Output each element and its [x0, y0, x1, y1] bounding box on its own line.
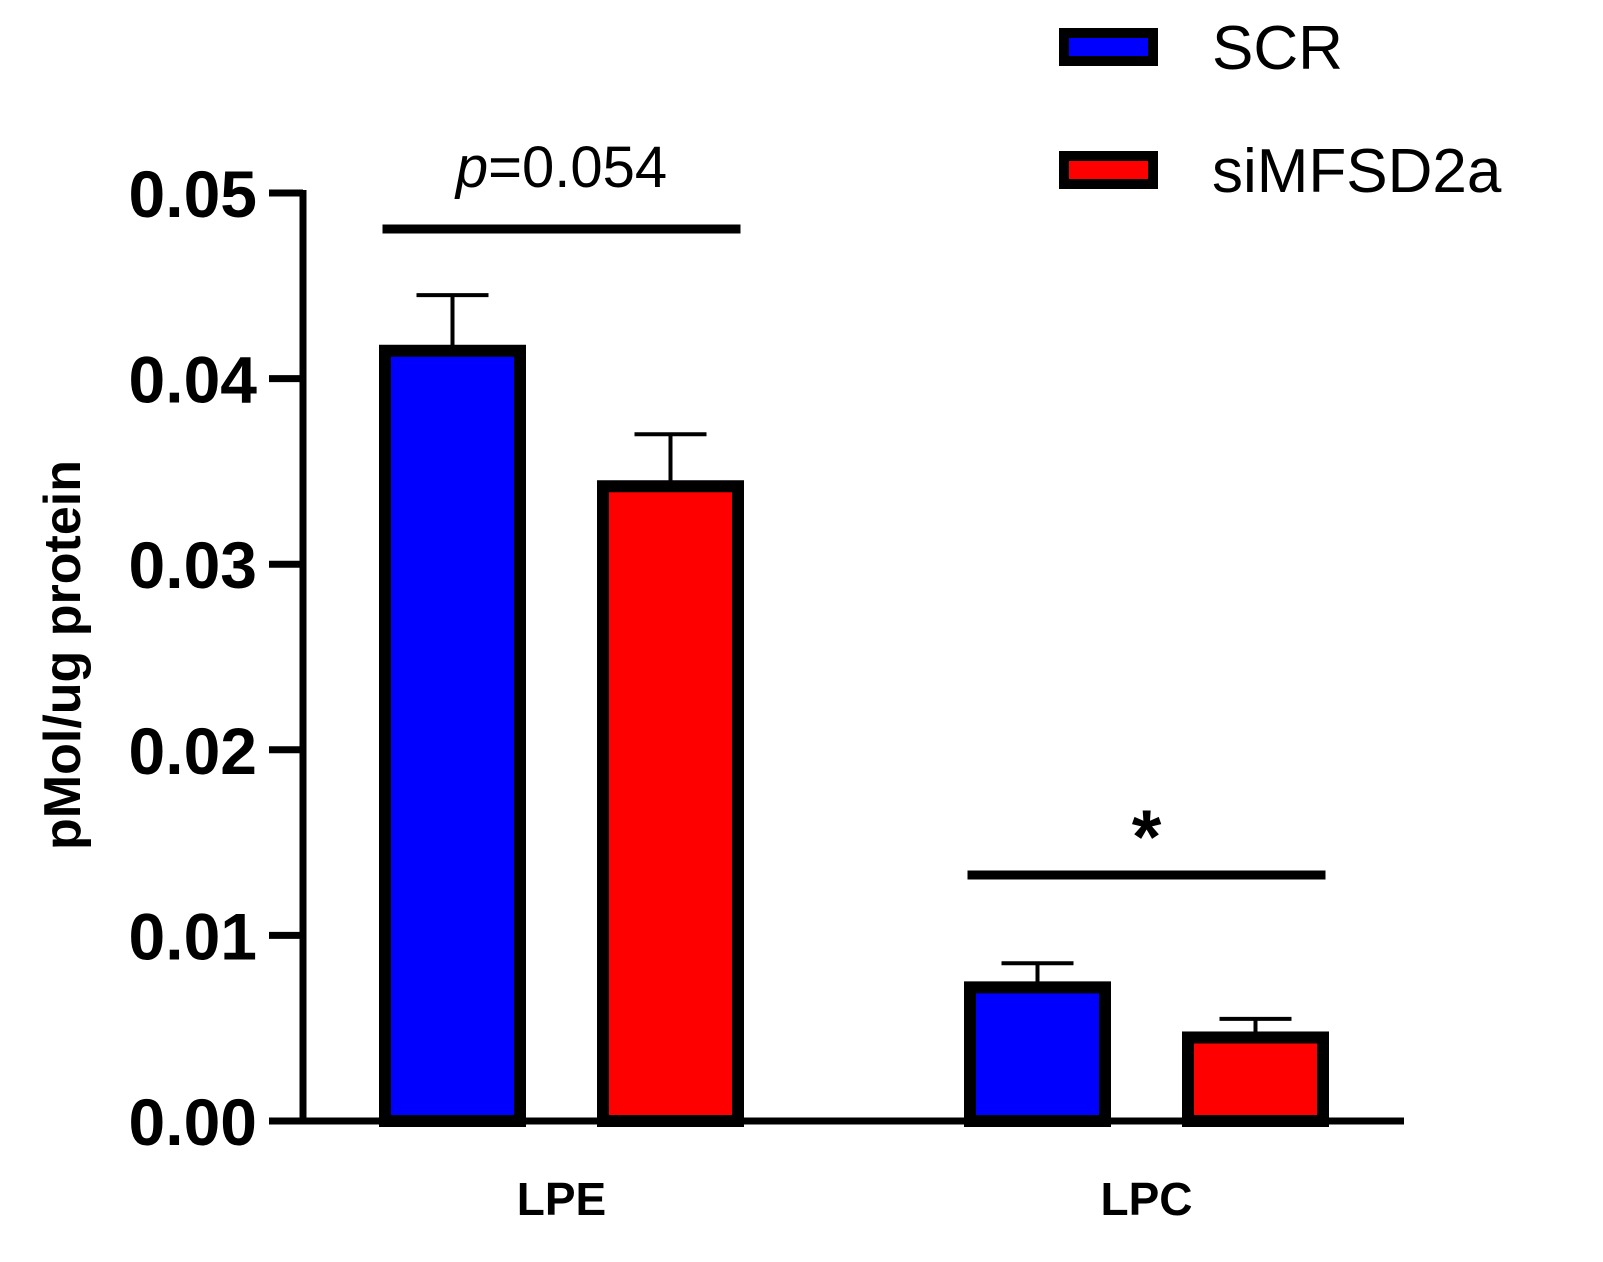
legend-label-SCR: SCR: [1212, 14, 1343, 83]
y-tick-label: 0.00: [129, 1085, 257, 1159]
significance-annotations: p=0.054 *: [382, 135, 1326, 880]
y-tick-label: 0.02: [129, 714, 257, 788]
bar-SCR-LPC: [964, 981, 1111, 1127]
legend-swatch-SCR: [1059, 28, 1158, 66]
y-tick-label: 0.01: [129, 899, 257, 973]
legend-label-siMFSD2a: siMFSD2a: [1212, 137, 1502, 206]
y-tick-label: 0.05: [129, 157, 257, 231]
y-axis-title: pMol/ug protein: [34, 460, 92, 850]
bar-siMFSD2a-LPC: [1182, 1031, 1329, 1127]
y-tick-label: 0.04: [129, 343, 258, 417]
y-tick-label: 0.03: [129, 528, 257, 602]
bars: [379, 344, 1329, 1127]
y-ticks: 0.00 0.01 0.02 0.03 0.04 0.05: [129, 157, 303, 1159]
x-category-label: LPE: [517, 1173, 606, 1225]
significance-star: *: [1132, 795, 1162, 880]
bar-SCR-LPE: [379, 344, 526, 1127]
p-value-label: p=0.054: [454, 135, 667, 200]
legend-swatch-siMFSD2a: [1059, 151, 1158, 189]
category-labels: LPE LPC: [517, 1173, 1193, 1225]
axes: 0.00 0.01 0.02 0.03 0.04 0.05: [129, 157, 1404, 1159]
bar-siMFSD2a-LPE: [597, 480, 744, 1127]
error-bars: [416, 293, 1292, 1038]
legend: SCR siMFSD2a: [1059, 14, 1502, 206]
x-category-label: LPC: [1101, 1173, 1193, 1225]
